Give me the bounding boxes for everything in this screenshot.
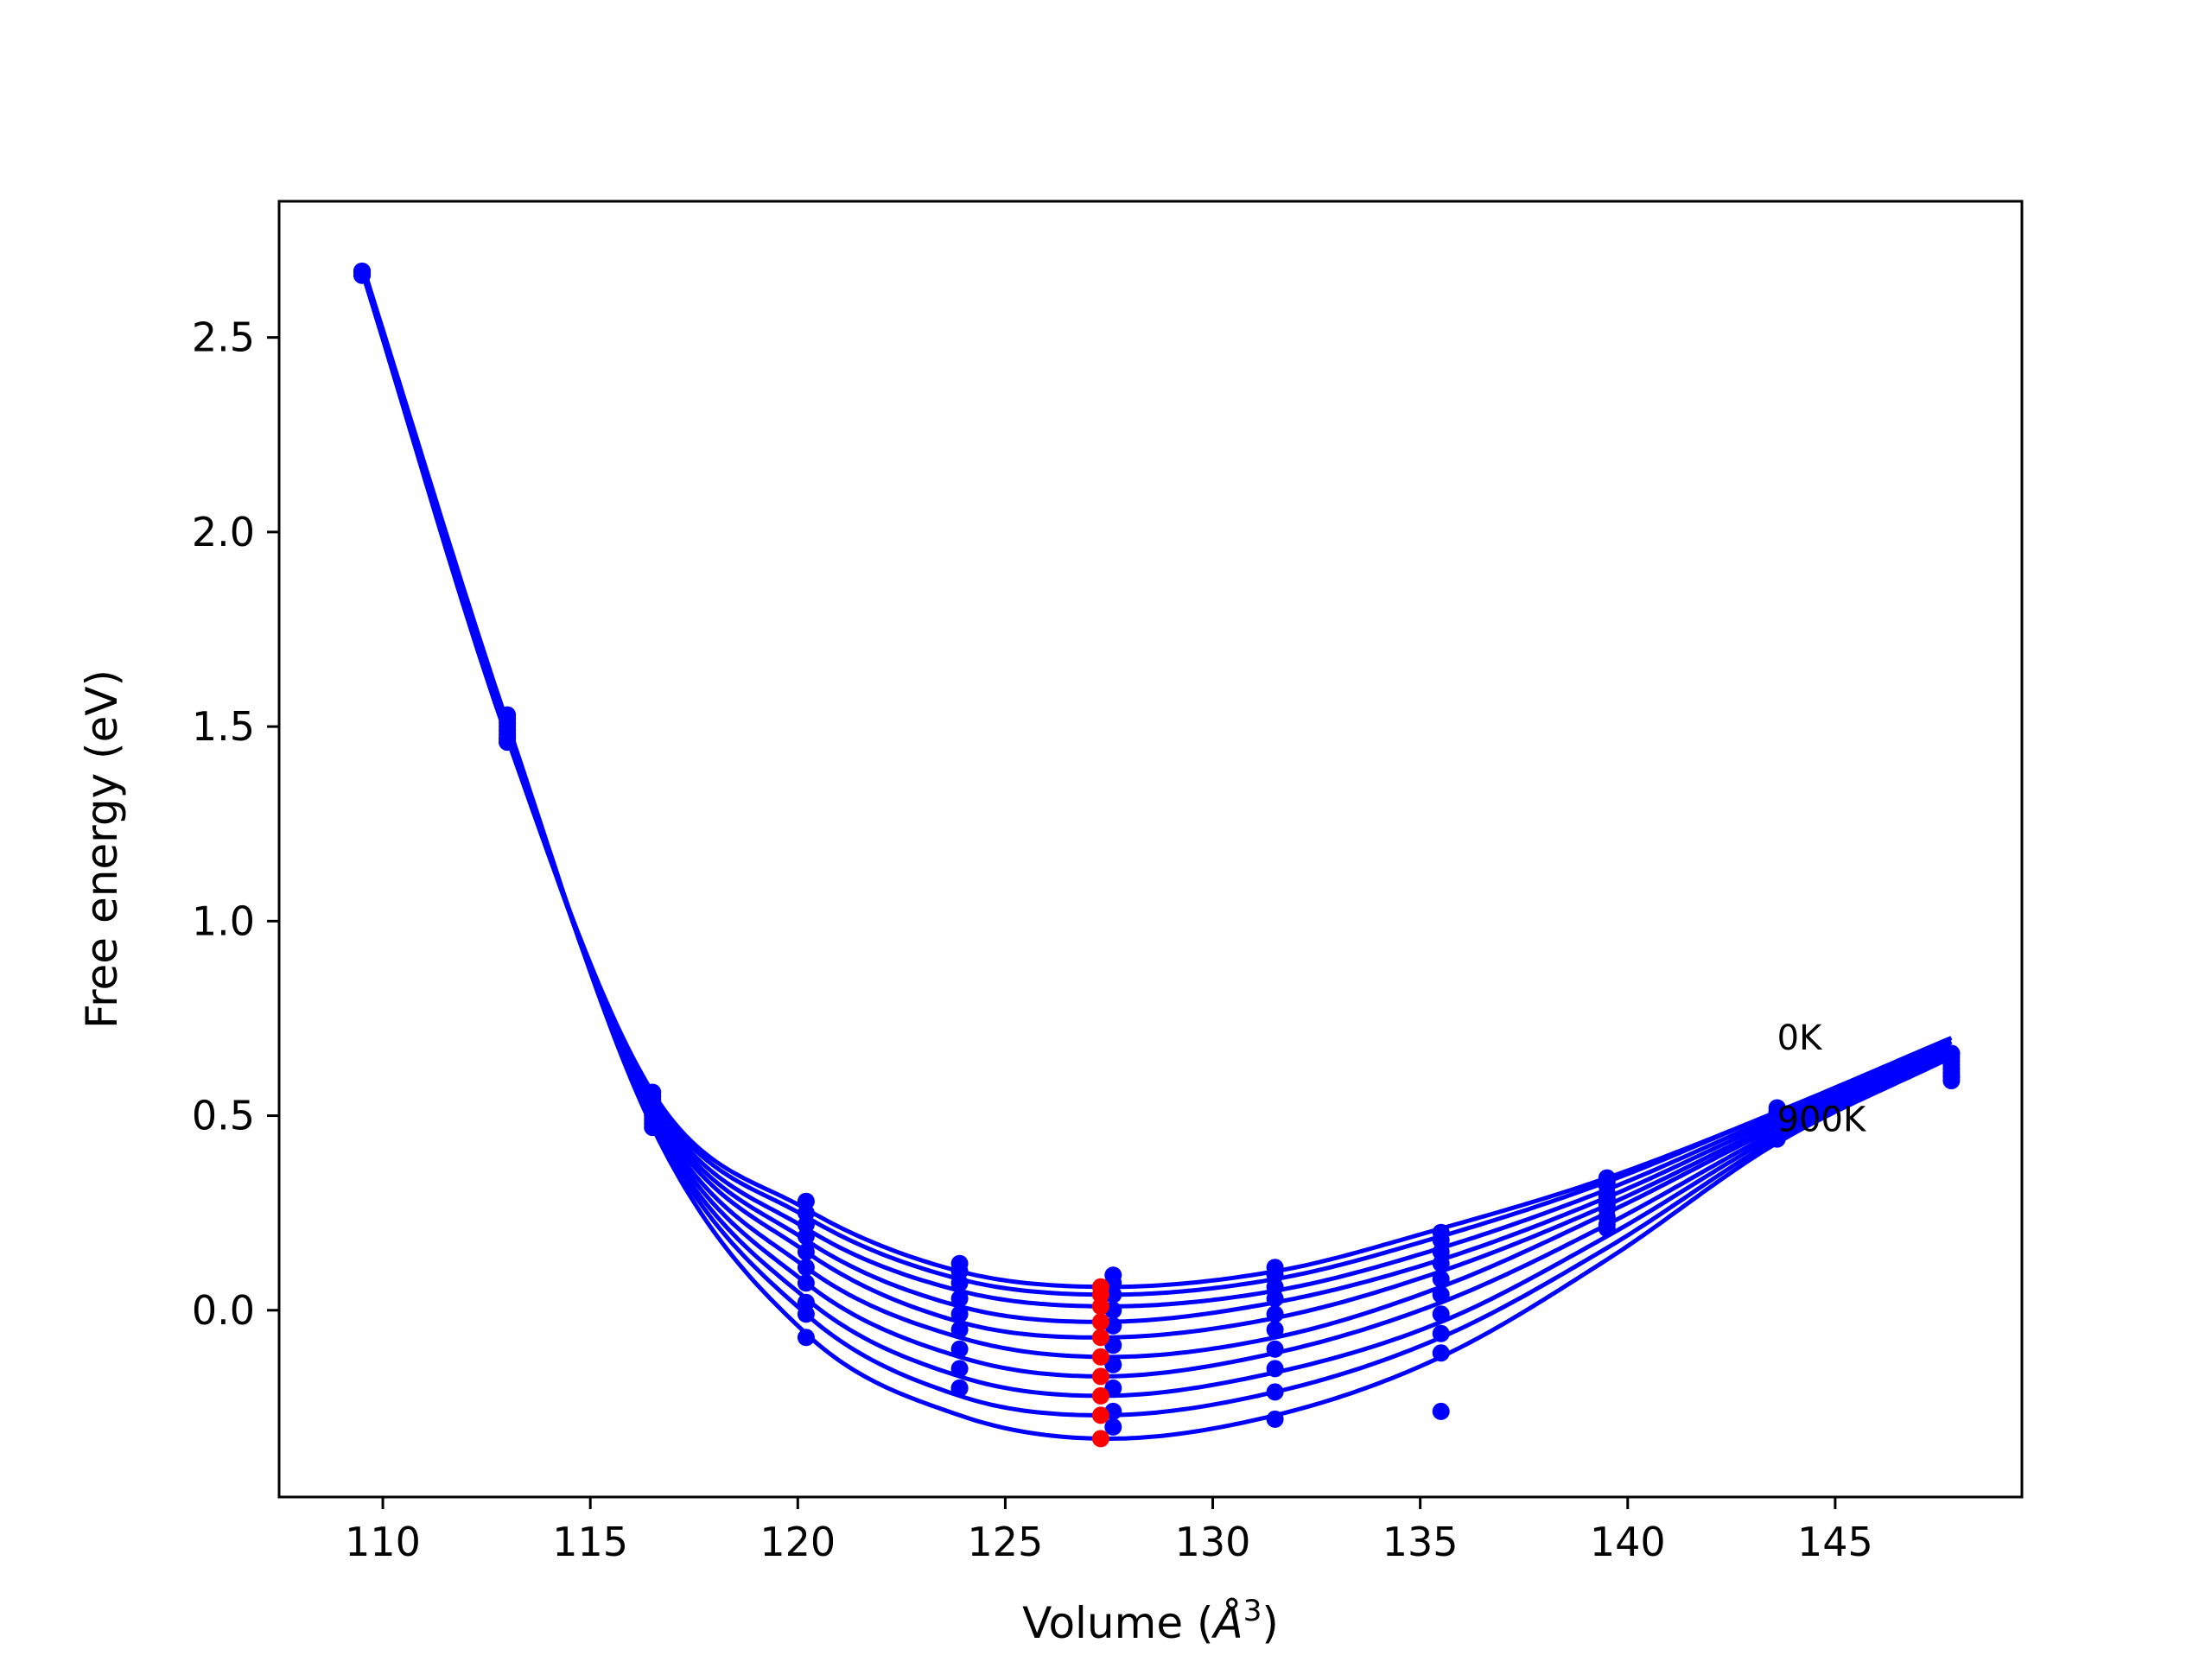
data-point-500K-6 (1266, 1321, 1284, 1339)
x-axis-label-text: Volume ( (1022, 1598, 1213, 1648)
data-point-600K-5 (1104, 1355, 1122, 1373)
minimum-point-900K (1091, 1430, 1109, 1448)
data-point-900K-0 (353, 266, 371, 284)
data-point-400K-3 (797, 1243, 815, 1261)
data-point-600K-7 (1432, 1305, 1450, 1323)
data-point-300K-6 (1266, 1290, 1284, 1308)
minimum-point-200K (1091, 1297, 1109, 1316)
data-point-300K-3 (797, 1227, 815, 1246)
minimum-point-300K (1091, 1313, 1109, 1331)
data-point-800K-6 (1266, 1383, 1284, 1401)
data-point-900K-6 (1266, 1410, 1284, 1428)
data-point-700K-5 (1104, 1379, 1122, 1397)
data-point-300K-4 (950, 1290, 969, 1308)
annotation-0: 0K (1777, 1018, 1823, 1058)
data-point-200K-4 (950, 1274, 969, 1292)
x-tick-label: 125 (968, 1519, 1044, 1565)
x-tick-label: 110 (345, 1519, 421, 1565)
y-tick-label: 1.5 (192, 703, 255, 750)
data-point-600K-4 (950, 1340, 969, 1358)
minimum-point-400K (1091, 1329, 1109, 1347)
x-axis-label-close: ) (1262, 1598, 1279, 1648)
minimum-point-600K (1091, 1367, 1109, 1386)
x-tick-label: 135 (1382, 1519, 1459, 1565)
x-tick-label: 140 (1590, 1519, 1666, 1565)
data-point-700K-6 (1266, 1360, 1284, 1378)
data-point-400K-7 (1432, 1270, 1450, 1288)
data-point-600K-6 (1266, 1340, 1284, 1358)
data-point-900K-5 (1104, 1418, 1122, 1436)
fit-curve-900K (359, 263, 1953, 1441)
x-tick-label: 115 (552, 1519, 628, 1565)
x-axis-label-exponent: 3 (1243, 1594, 1262, 1628)
annotations-layer: 0K 900K (1777, 1018, 1867, 1140)
minimum-point-700K (1091, 1386, 1109, 1405)
data-point-500K-4 (950, 1321, 969, 1339)
x-tick-label: 145 (1797, 1519, 1873, 1565)
x-axis-label: Volume (Å3) (1022, 1594, 1279, 1648)
data-point-700K-4 (950, 1360, 969, 1378)
data-point-400K-4 (950, 1305, 969, 1323)
data-point-900K-8 (1598, 1220, 1616, 1238)
curves-layer (359, 263, 1953, 1441)
data-point-800K-7 (1432, 1344, 1450, 1362)
y-tick-label: 0.5 (192, 1093, 255, 1139)
data-point-900K-9 (1768, 1130, 1786, 1148)
data-point-900K-2 (644, 1119, 662, 1137)
y-tick-label: 0.0 (192, 1287, 255, 1334)
data-point-900K-7 (1432, 1402, 1450, 1420)
data-point-900K-10 (1942, 1072, 1961, 1089)
y-tick-label: 2.0 (192, 509, 255, 555)
y-tick-label: 2.5 (192, 314, 255, 361)
annotation-1: 900K (1777, 1101, 1867, 1140)
plot-frame (277, 200, 2024, 1499)
x-tick-label: 130 (1175, 1519, 1251, 1565)
data-point-800K-3 (797, 1305, 815, 1323)
points-layer (353, 263, 1961, 1436)
minimum-point-500K (1091, 1348, 1109, 1366)
data-point-400K-6 (1266, 1305, 1284, 1323)
data-point-200K-5 (1104, 1285, 1122, 1304)
data-point-900K-1 (499, 733, 517, 752)
data-point-500K-5 (1104, 1336, 1122, 1354)
minima-layer (1091, 1278, 1109, 1448)
data-point-500K-7 (1432, 1285, 1450, 1304)
data-point-700K-7 (1432, 1324, 1450, 1342)
y-tick-label: 1.0 (192, 898, 255, 944)
x-axis-ticks: 110 115 120 125 130 135 140 145 (345, 1497, 1873, 1565)
y-axis-label: Free energy (eV) (77, 669, 127, 1029)
data-point-300K-7 (1432, 1254, 1450, 1272)
minimum-point-800K (1091, 1406, 1109, 1424)
x-tick-label: 120 (760, 1519, 836, 1565)
data-point-900K-3 (797, 1329, 815, 1347)
data-point-500K-3 (797, 1259, 815, 1277)
y-axis-ticks: 0.0 0.5 1.0 1.5 2.0 2.5 (192, 314, 279, 1334)
x-axis-label-symbol: Å (1211, 1598, 1243, 1648)
data-point-900K-4 (950, 1379, 969, 1397)
data-point-600K-3 (797, 1274, 815, 1292)
